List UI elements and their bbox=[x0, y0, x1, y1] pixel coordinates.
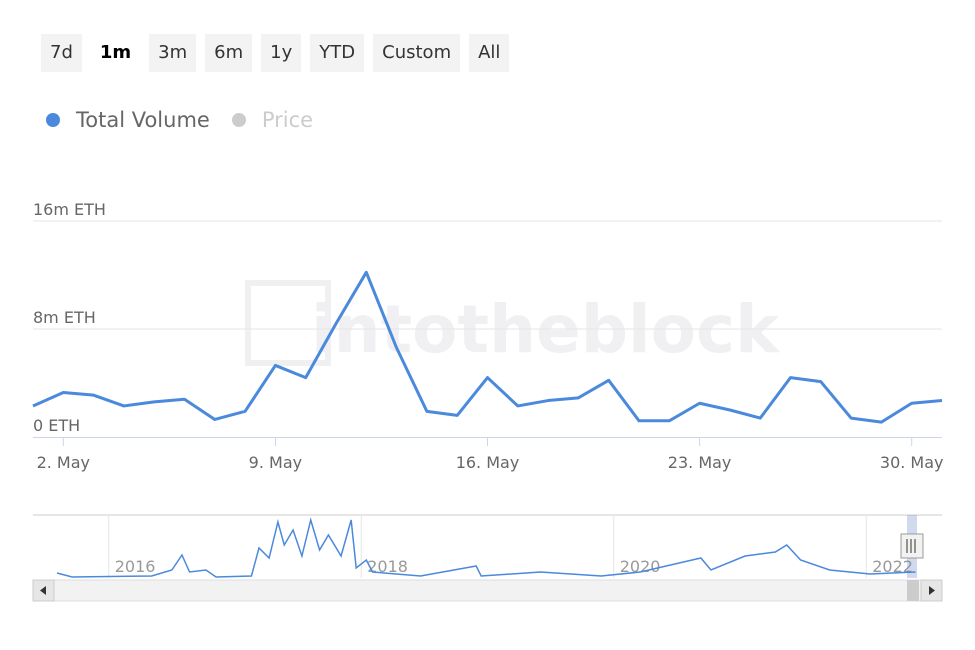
range-button[interactable]: 7d bbox=[41, 34, 82, 72]
y-tick-label: 0 ETH bbox=[33, 416, 80, 435]
navigator-tick-label: 2016 bbox=[115, 557, 156, 576]
line-series bbox=[32, 270, 943, 424]
arrow-right bbox=[929, 586, 935, 595]
range-button[interactable]: 1m bbox=[90, 34, 141, 72]
x-tick-label: 30. May bbox=[880, 453, 944, 472]
range-button[interactable]: 1y bbox=[261, 34, 302, 72]
range-button[interactable]: 3m bbox=[149, 34, 197, 72]
scrollbar-track bbox=[32, 579, 943, 602]
range-button[interactable]: 6m bbox=[205, 34, 253, 72]
navigator-tick-label: 2022 bbox=[872, 557, 913, 576]
watermark-logo bbox=[245, 280, 331, 366]
arrow-left bbox=[40, 586, 46, 595]
legend-symbol bbox=[46, 113, 60, 127]
y-tick-label: 16m ETH bbox=[33, 200, 106, 219]
legend-label: Total Volume bbox=[76, 108, 210, 132]
navigator-tick-label: 2018 bbox=[367, 557, 408, 576]
range-button[interactable]: All bbox=[469, 34, 510, 72]
x-tick-label: 16. May bbox=[456, 453, 520, 472]
navigator-handle[interactable] bbox=[900, 533, 924, 559]
x-tick-label: 9. May bbox=[249, 453, 302, 472]
legend: Total Volume Price bbox=[46, 108, 313, 132]
x-tick-label: 2. May bbox=[37, 453, 90, 472]
legend-item[interactable]: Price bbox=[231, 108, 314, 132]
range-button[interactable]: Custom bbox=[373, 34, 461, 72]
legend-symbol bbox=[231, 113, 246, 127]
x-tick-label: 23. May bbox=[668, 453, 732, 472]
range-button[interactable]: YTD bbox=[310, 34, 365, 72]
y-tick-label: 8m ETH bbox=[33, 308, 96, 327]
scrollbar-thumb bbox=[907, 580, 919, 601]
navigator-tick-label: 2020 bbox=[620, 557, 661, 576]
legend-label: Price bbox=[261, 108, 314, 132]
range-buttons: 7d 1m 3m 6m 1y YTD Custom All bbox=[41, 34, 510, 72]
navigator-series bbox=[56, 517, 916, 578]
legend-item[interactable]: Total Volume bbox=[46, 108, 210, 132]
